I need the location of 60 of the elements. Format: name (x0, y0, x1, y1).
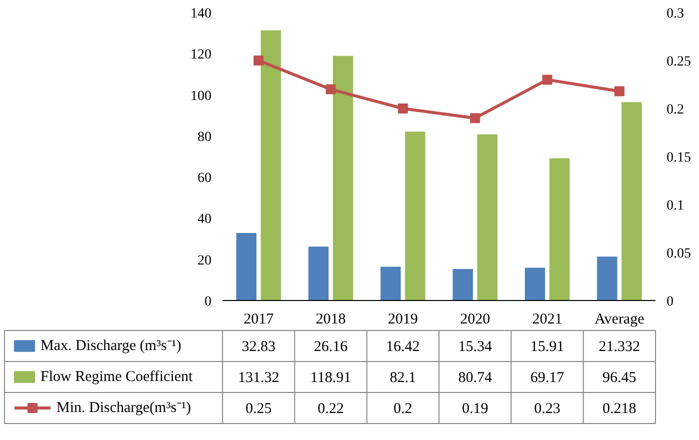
point (470, 113, 480, 124)
data-label: 15.34 (458, 339, 492, 355)
y-tick-label: 60 (198, 171, 212, 186)
data-label: 26.16 (314, 339, 348, 355)
data-label: 0.19 (462, 401, 488, 417)
y2-tick-label: 0.2 (666, 102, 684, 118)
data-label: 69.17 (530, 370, 565, 386)
y2-tick-label: 0.15 (666, 150, 691, 166)
data-label: 82.1 (390, 370, 416, 386)
bar (549, 158, 570, 300)
legend-label: Max. Discharge (m³s⁻¹) (40, 338, 182, 354)
data-label: 0.22 (318, 401, 344, 417)
bar (452, 268, 473, 300)
bar (332, 56, 354, 300)
data-label: 131.32 (238, 370, 280, 386)
x-tick-label: 2018 (316, 312, 346, 328)
data-label: 0.25 (245, 401, 272, 417)
data-label: 0.2 (394, 401, 412, 417)
data-label: 0.23 (534, 401, 560, 417)
bar (260, 30, 281, 300)
bar (308, 246, 329, 300)
legend-label: Flow Regime Coefficient (40, 369, 194, 385)
x-tick-label: Average (594, 312, 645, 328)
y2-tick-label: 0 (666, 294, 674, 310)
x-tick-label: 2017 (244, 312, 274, 328)
bar (477, 134, 498, 300)
bar (597, 256, 618, 300)
y2-tick-label: 0.1 (666, 198, 684, 214)
bar (405, 132, 426, 300)
x-tick-label: 2020 (460, 312, 490, 328)
point (326, 84, 336, 94)
data-label: 32.83 (242, 339, 276, 355)
point (254, 56, 264, 66)
y2-tick-label: 0.3 (666, 6, 684, 22)
data-label: 21.332 (598, 339, 640, 355)
y-tick-label: 20 (198, 253, 212, 268)
point (542, 74, 552, 85)
bar (380, 266, 401, 300)
data-label: 80.74 (458, 370, 492, 386)
data-label: 118.91 (310, 370, 352, 386)
x-tick-label: 2021 (532, 312, 562, 328)
legend-label: Min. Discharge(m³s⁻¹) (56, 400, 192, 416)
data-label: 96.45 (602, 370, 636, 386)
y-tick-label: 0 (204, 294, 212, 310)
data-label: 0.218 (602, 401, 636, 417)
y-tick-label: 100 (190, 88, 212, 104)
point (398, 104, 408, 114)
y2-tick-label: 0.25 (666, 54, 691, 70)
x-tick-label: 2019 (388, 312, 418, 328)
data-label: 15.91 (530, 339, 564, 355)
y2-tick-label: 0.05 (666, 246, 691, 262)
data-label: 16.42 (386, 339, 420, 355)
y-tick-label: 140 (190, 6, 212, 22)
bar (622, 102, 642, 300)
y-tick-label: 40 (198, 212, 212, 228)
point (614, 86, 624, 96)
bar (524, 268, 546, 300)
bar (236, 232, 256, 300)
y-tick-label: 120 (190, 48, 212, 63)
y-tick-label: 80 (198, 130, 212, 145)
